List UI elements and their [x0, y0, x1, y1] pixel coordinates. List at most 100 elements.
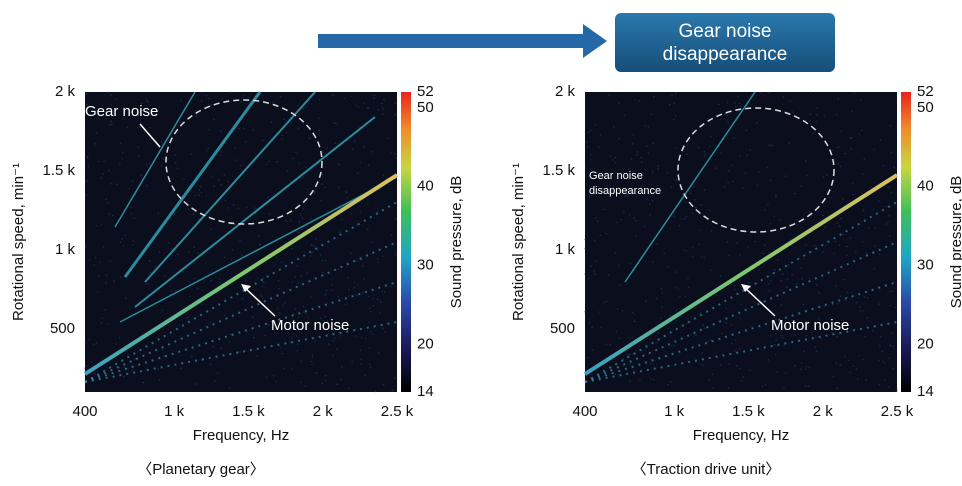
noise-speck: [102, 245, 105, 248]
noise-speck: [210, 176, 213, 178]
noise-speck: [149, 271, 152, 274]
noise-speck: [123, 375, 125, 378]
noise-speck: [267, 160, 270, 163]
noise-speck: [832, 328, 834, 331]
noise-speck: [160, 140, 162, 143]
noise-speck: [121, 237, 123, 240]
noise-speck: [335, 122, 337, 125]
noise-speck: [741, 186, 744, 189]
noise-speck: [376, 258, 379, 261]
noise-speck: [360, 358, 362, 360]
noise-speck: [87, 155, 89, 158]
noise-speck: [282, 304, 284, 307]
noise-speck: [338, 186, 340, 189]
noise-speck: [784, 175, 787, 178]
noise-speck: [786, 278, 789, 280]
noise-speck: [861, 240, 864, 243]
noise-speck: [110, 94, 113, 96]
noise-speck: [775, 339, 777, 342]
annotation: disappearance: [589, 185, 661, 197]
noise-speck: [306, 272, 308, 274]
noise-speck: [879, 335, 882, 338]
noise-speck: [163, 275, 166, 277]
noise-speck: [200, 100, 203, 102]
noise-speck: [742, 376, 744, 378]
noise-speck: [368, 321, 371, 324]
noise-speck: [169, 285, 171, 287]
noise-speck: [695, 334, 697, 337]
noise-speck: [326, 146, 329, 149]
annotation: Gear noise: [589, 170, 643, 182]
noise-speck: [677, 288, 679, 291]
noise-speck: [109, 260, 111, 263]
noise-speck: [260, 295, 263, 297]
noise-speck: [197, 218, 200, 220]
noise-speck: [700, 256, 703, 258]
noise-speck: [615, 330, 618, 333]
noise-speck: [795, 219, 798, 222]
noise-speck: [586, 146, 589, 148]
noise-speck: [780, 304, 783, 306]
noise-speck: [732, 180, 734, 183]
noise-speck: [623, 211, 625, 213]
noise-speck: [727, 386, 730, 389]
noise-speck: [694, 307, 696, 309]
noise-speck: [858, 133, 860, 136]
noise-speck: [284, 242, 286, 244]
noise-speck: [849, 137, 852, 139]
noise-speck: [725, 307, 728, 310]
noise-speck: [839, 295, 842, 297]
noise-speck: [726, 241, 729, 243]
noise-speck: [276, 160, 279, 163]
noise-speck: [122, 117, 124, 120]
noise-speck: [306, 188, 308, 191]
noise-speck: [651, 261, 654, 263]
noise-speck: [357, 106, 360, 109]
noise-speck: [740, 379, 743, 382]
noise-speck: [179, 99, 182, 102]
noise-speck: [331, 283, 333, 286]
noise-speck: [822, 176, 825, 179]
noise-speck: [663, 252, 665, 255]
noise-speck: [650, 378, 652, 380]
noise-speck: [266, 163, 268, 166]
noise-speck: [734, 338, 736, 341]
noise-speck: [780, 279, 783, 282]
noise-speck: [746, 154, 748, 156]
noise-speck: [764, 244, 766, 247]
noise-speck: [340, 378, 342, 381]
noise-speck: [768, 144, 770, 146]
noise-speck: [766, 166, 768, 169]
noise-speck: [822, 251, 824, 254]
noise-speck: [675, 178, 677, 181]
noise-speck: [588, 321, 591, 324]
annotation-arrow-head: [741, 284, 751, 292]
noise-speck: [650, 113, 653, 116]
noise-speck: [192, 213, 195, 215]
noise-speck: [739, 279, 741, 282]
noise-speck: [351, 360, 353, 363]
noise-speck: [805, 325, 808, 328]
noise-speck: [265, 376, 268, 379]
noise-speck: [234, 223, 236, 226]
noise-speck: [618, 187, 620, 189]
noise-speck: [337, 268, 340, 271]
noise-speck: [347, 288, 350, 291]
noise-speck: [841, 233, 844, 236]
noise-speck: [773, 215, 776, 218]
noise-speck: [147, 308, 150, 310]
noise-speck: [368, 363, 371, 366]
noise-speck: [359, 210, 362, 213]
noise-speck: [118, 366, 121, 369]
noise-speck: [878, 253, 881, 256]
noise-speck: [719, 275, 722, 277]
noise-speck: [845, 245, 847, 248]
noise-speck: [108, 182, 111, 184]
y-tick-label: 2 k: [55, 83, 76, 100]
noise-speck: [371, 333, 374, 336]
noise-speck: [85, 93, 88, 95]
noise-speck: [888, 357, 890, 360]
noise-speck: [831, 303, 834, 306]
noise-speck: [829, 196, 832, 199]
noise-speck: [756, 184, 759, 187]
